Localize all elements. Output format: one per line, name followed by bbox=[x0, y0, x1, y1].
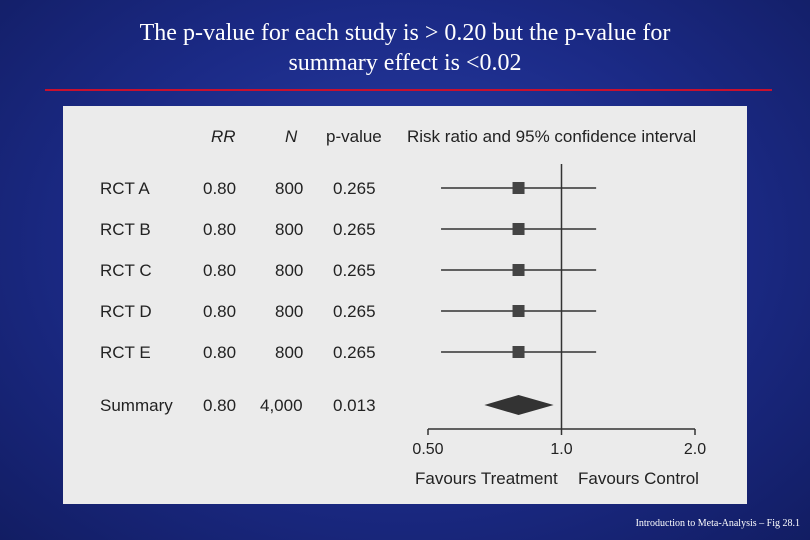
n-value-rct-a: 800 bbox=[275, 179, 303, 198]
rr-value-rct-c: 0.80 bbox=[203, 261, 236, 280]
rr-value-rct-d: 0.80 bbox=[203, 302, 236, 321]
forest-rows: RCT A 0.80 800 0.265 RCT B 0.80 800 0.265 RCT C 0… bbox=[100, 164, 597, 429]
x-tick-label-0: 0.50 bbox=[412, 441, 443, 458]
p-value-rct-d: 0.265 bbox=[333, 302, 376, 321]
forest-plot: RR N p-value Risk ratio and 95% confiden… bbox=[100, 127, 706, 488]
n-value-rct-c: 800 bbox=[275, 261, 303, 280]
favours-treatment-label: Favours Treatment bbox=[415, 469, 558, 488]
n-value-rct-e: 800 bbox=[275, 343, 303, 362]
p-value-rct-b: 0.265 bbox=[333, 220, 376, 239]
p-value-rct-c: 0.265 bbox=[333, 261, 376, 280]
rr-value-rct-b: 0.80 bbox=[203, 220, 236, 239]
point-estimate-rct-b bbox=[512, 223, 525, 235]
n-value-summary: 4,000 bbox=[260, 396, 303, 415]
row-label-rct-b: RCT B bbox=[100, 220, 151, 239]
point-estimate-rct-a bbox=[512, 182, 525, 194]
favours-control-label: Favours Control bbox=[578, 469, 699, 488]
row-label-summary: Summary bbox=[100, 396, 173, 415]
point-estimate-rct-d bbox=[512, 305, 525, 317]
header-n: N bbox=[285, 127, 298, 146]
point-estimate-rct-c bbox=[512, 264, 525, 276]
x-tick-label-1: 1.0 bbox=[550, 441, 572, 458]
row-label-rct-c: RCT C bbox=[100, 261, 152, 280]
header-p-value: p-value bbox=[326, 127, 382, 146]
x-tick-label-2: 2.0 bbox=[684, 441, 706, 458]
slide-title-line-2: summary effect is <0.02 bbox=[288, 50, 522, 76]
row-label-rct-a: RCT A bbox=[100, 179, 150, 198]
slide-title-line-1: The p-value for each study is > 0.20 but… bbox=[139, 20, 671, 46]
title-rule bbox=[45, 89, 772, 91]
summary-diamond bbox=[484, 395, 554, 415]
p-value-rct-a: 0.265 bbox=[333, 179, 376, 198]
p-value-rct-e: 0.265 bbox=[333, 343, 376, 362]
n-value-rct-d: 800 bbox=[275, 302, 303, 321]
slide-footer: Introduction to Meta-Analysis – Fig 28.1 bbox=[635, 518, 800, 529]
slide-title: The p-value for each study is > 0.20 but… bbox=[0, 18, 810, 78]
point-estimate-rct-e bbox=[512, 346, 525, 358]
rr-value-rct-a: 0.80 bbox=[203, 179, 236, 198]
n-value-rct-b: 800 bbox=[275, 220, 303, 239]
x-axis: 0.50 1.0 2.0 bbox=[412, 428, 706, 458]
row-label-rct-e: RCT E bbox=[100, 343, 151, 362]
rr-value-summary: 0.80 bbox=[203, 396, 236, 415]
rr-value-rct-e: 0.80 bbox=[203, 343, 236, 362]
header-plot: Risk ratio and 95% confidence interval bbox=[407, 127, 696, 146]
forest-plot-figure: RR N p-value Risk ratio and 95% confiden… bbox=[63, 106, 747, 504]
p-value-summary: 0.013 bbox=[333, 396, 376, 415]
row-label-rct-d: RCT D bbox=[100, 302, 152, 321]
header-rr: RR bbox=[211, 127, 236, 146]
